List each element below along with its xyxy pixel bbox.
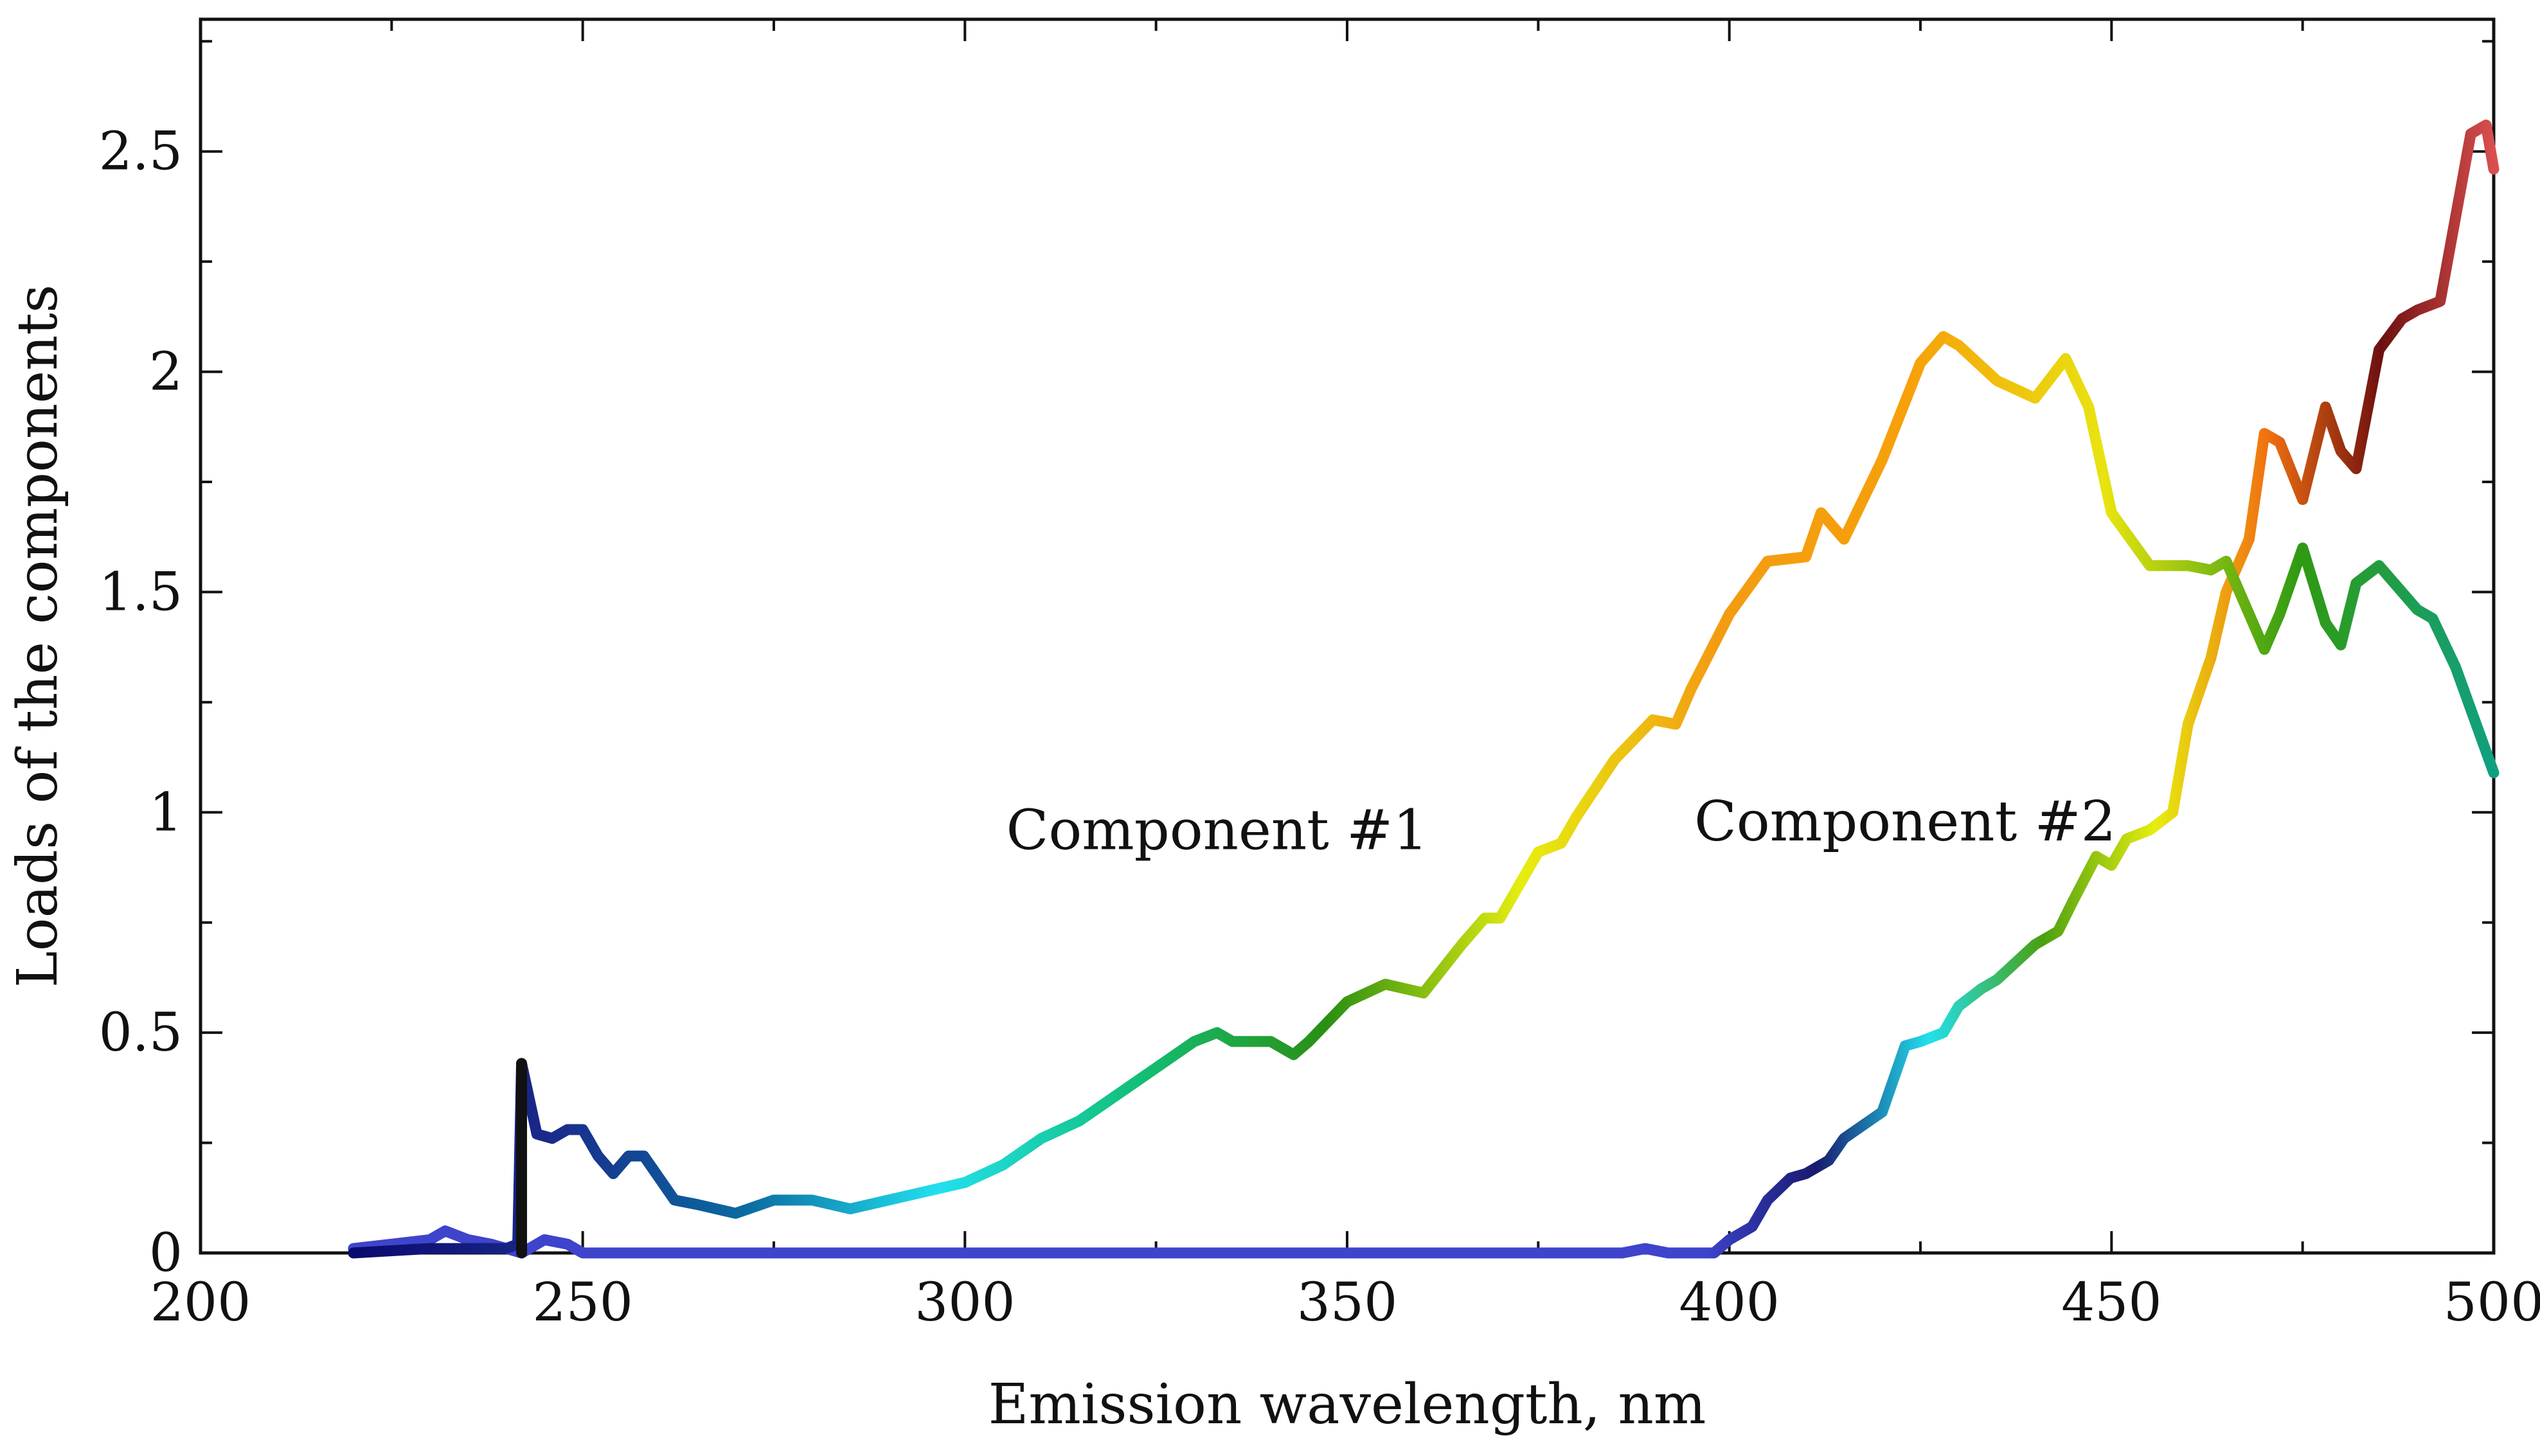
y-tick-label: 0 <box>149 1223 183 1284</box>
y-tick-label: 1.5 <box>99 562 183 623</box>
x-tick-label: 350 <box>1297 1272 1398 1333</box>
y-axis: 0 0.5 1 1.5 2 2.5 <box>99 40 2494 1284</box>
annotation-component-2: Component #2 <box>1694 790 2116 854</box>
annotation-component-1: Component #1 <box>1006 799 1428 863</box>
y-tick-label: 1 <box>149 782 183 843</box>
plot-frame <box>199 17 2496 1255</box>
y-tick-label: 2 <box>149 342 183 403</box>
x-tick-label: 200 <box>150 1272 251 1333</box>
series-component-1-line <box>348 331 2500 1259</box>
x-axis-label: Emission wavelength, nm <box>988 1372 1706 1437</box>
series-component-2-line <box>348 120 2500 1259</box>
series-layer <box>348 120 2500 1259</box>
x-tick-label: 500 <box>2444 1272 2540 1333</box>
x-tick-label: 300 <box>915 1272 1015 1333</box>
x-axis: 200 250 300 350 400 450 500 <box>150 19 2540 1333</box>
x-tick-label: 250 <box>532 1272 633 1333</box>
y-axis-label: Loads of the components <box>6 285 70 988</box>
x-tick-label: 400 <box>1679 1272 1780 1333</box>
y-tick-label: 2.5 <box>99 121 183 182</box>
annotations: Component #1 Component #2 <box>1006 790 2116 863</box>
x-tick-label: 450 <box>2061 1272 2162 1333</box>
y-tick-label: 0.5 <box>99 1002 183 1063</box>
